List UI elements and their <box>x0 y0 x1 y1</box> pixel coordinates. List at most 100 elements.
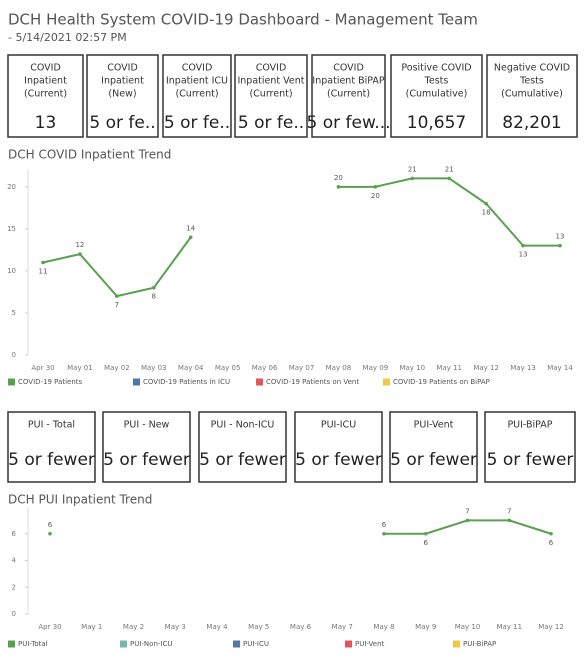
data-point <box>484 201 488 206</box>
legend-label: COVID-19 Patients in ICU <box>143 378 230 386</box>
kpi-value: 5 or fe.. <box>164 113 230 133</box>
data-label: 20 <box>371 192 380 200</box>
kpi-label: (Current) <box>327 89 370 100</box>
data-point <box>373 185 378 189</box>
data-label: 8 <box>152 293 156 301</box>
kpi-value: 5 or fe.. <box>89 113 155 133</box>
data-point <box>78 252 82 256</box>
x-tick-label: May 03 <box>141 364 167 372</box>
kpi-card <box>234 54 308 138</box>
series-line <box>384 519 552 535</box>
x-tick-label: May 12 <box>473 364 499 372</box>
pui-value: 5 or fewer <box>103 450 190 470</box>
kpi-label: (Cumulative) <box>406 89 468 100</box>
pui-label: PUI - Non-ICU <box>211 420 275 431</box>
data-label: 11 <box>39 268 48 276</box>
x-tick-label: May 10 <box>455 623 481 631</box>
data-label: 18 <box>482 209 491 217</box>
kpi-label: Negative COVID <box>494 63 570 74</box>
pui-card <box>294 411 383 483</box>
legend-label: COVID-19 Patients on Vent <box>266 378 359 386</box>
kpi-label: Positive COVID <box>401 63 471 74</box>
data-point <box>423 531 428 536</box>
kpi-label: Inpatient <box>101 76 144 87</box>
kpi-card <box>311 54 386 138</box>
pui-value: 5 or fewer <box>390 450 477 470</box>
kpi-card <box>486 54 578 138</box>
x-tick-label: May 06 <box>252 364 278 372</box>
x-tick-label: May 01 <box>67 364 93 372</box>
x-tick-label: May 05 <box>215 364 241 372</box>
x-tick-label: May 04 <box>178 364 204 372</box>
legend-swatch <box>8 378 15 386</box>
legend-swatch <box>233 640 240 648</box>
x-tick-label: May 8 <box>373 623 394 631</box>
kpi-label: (Current) <box>249 89 292 100</box>
series-line <box>42 236 192 298</box>
x-tick-label: May 14 <box>547 364 573 372</box>
x-tick-label: May 7 <box>332 623 353 631</box>
x-tick-label: May 11 <box>496 623 522 631</box>
kpi-label: (Cumulative) <box>501 89 563 100</box>
data-label: 6 <box>424 539 429 547</box>
legend-label: PUI-Vent <box>355 640 385 648</box>
pui-card <box>102 411 191 483</box>
data-point <box>410 176 415 181</box>
data-label: 21 <box>408 165 417 173</box>
data-point <box>558 243 562 248</box>
data-label: 20 <box>334 174 343 182</box>
y-tick-label: 2 <box>12 583 16 591</box>
series-line <box>338 177 560 247</box>
pui-card <box>484 411 576 483</box>
pui-label: PUI-BiPAP <box>507 420 552 431</box>
kpi-card <box>7 54 84 138</box>
data-label: 7 <box>115 301 119 309</box>
kpi-label: (Current) <box>24 89 67 100</box>
data-label: 6 <box>382 521 387 529</box>
y-tick-label: 6 <box>12 530 17 538</box>
data-label: 13 <box>556 233 565 241</box>
kpi-label: COVID <box>256 63 287 74</box>
kpi-card <box>390 54 483 138</box>
data-label: 14 <box>186 224 195 232</box>
kpi-value: 5 or fe.. <box>238 113 304 133</box>
pui-value: 5 or fewer <box>8 450 95 470</box>
kpi-label: Inpatient BiPAP <box>312 76 384 87</box>
data-point <box>151 285 156 290</box>
data-point <box>336 185 341 189</box>
kpi-value: 10,657 <box>407 113 466 133</box>
data-point <box>382 531 386 536</box>
dashboard-title: DCH Health System COVID-19 Dashboard - M… <box>8 11 478 29</box>
kpi-label: COVID <box>107 63 138 74</box>
kpi-label: COVID <box>30 63 61 74</box>
data-point <box>41 260 45 265</box>
y-tick-label: 5 <box>12 309 16 317</box>
kpi-card <box>86 54 159 138</box>
x-tick-label: May 02 <box>104 364 130 372</box>
x-tick-label: May 13 <box>510 364 536 372</box>
pui-label: PUI - New <box>124 420 170 431</box>
y-tick-label: 0 <box>12 610 16 618</box>
x-tick-label: May 12 <box>538 623 564 631</box>
data-point <box>447 176 452 181</box>
legend-swatch <box>8 640 15 648</box>
kpi-card <box>162 54 232 138</box>
legend-label: PUI-Total <box>18 640 48 648</box>
data-point <box>549 531 553 536</box>
legend-label: PUI-BiPAP <box>463 640 496 648</box>
legend-swatch <box>256 378 263 386</box>
x-tick-label: May 3 <box>165 623 186 631</box>
legend-label: COVID-19 Patients on BiPAP <box>393 378 490 386</box>
pui-value: 5 or fewer <box>295 450 382 470</box>
y-tick-label: 10 <box>7 267 16 275</box>
data-label: 12 <box>75 241 84 249</box>
kpi-label: Inpatient Vent <box>237 76 304 87</box>
x-tick-label: Apr 30 <box>38 623 61 631</box>
pui-label: PUI-ICU <box>321 420 356 431</box>
data-label: 6 <box>549 539 554 547</box>
data-label: 7 <box>507 507 511 515</box>
data-point <box>507 518 512 523</box>
data-point <box>465 518 470 523</box>
y-tick-label: 20 <box>7 183 16 191</box>
